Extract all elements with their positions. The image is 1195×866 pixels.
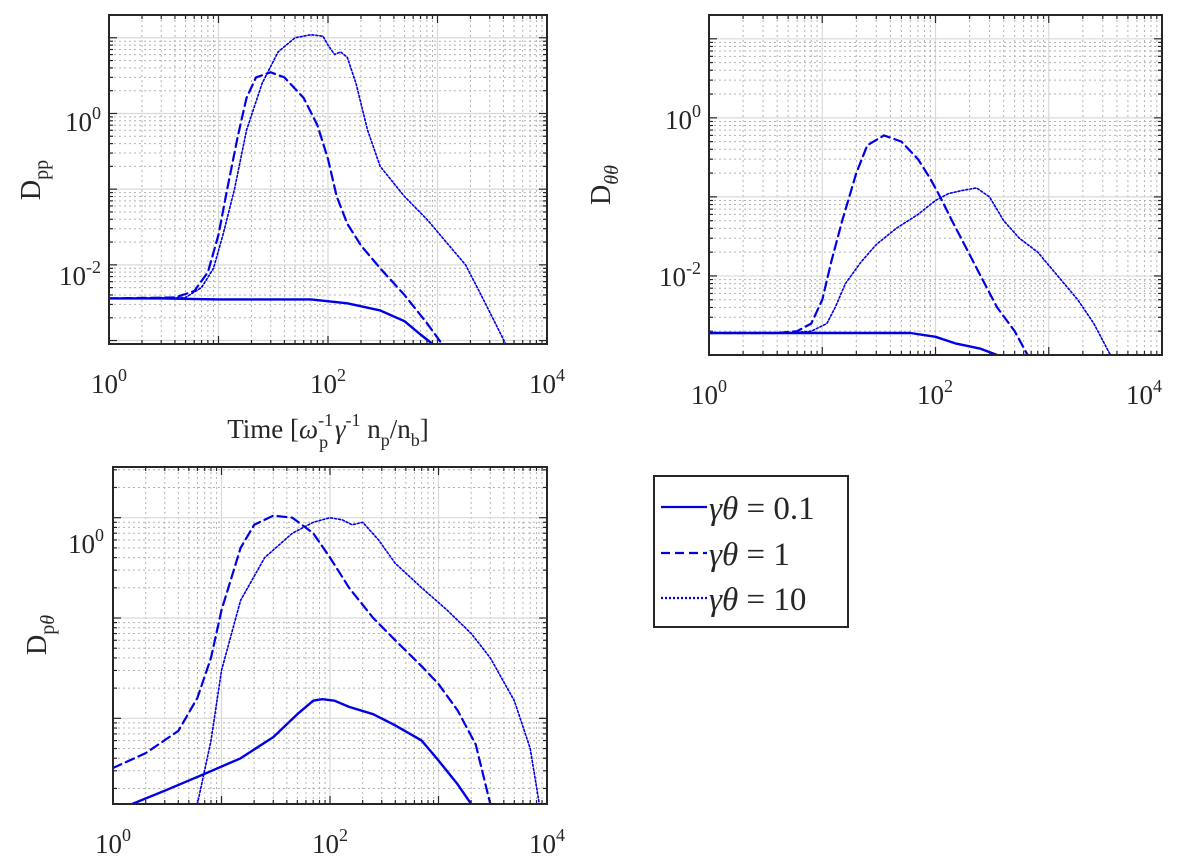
dthth-ytick-labels: 100 10-2 [659, 101, 701, 292]
legend-entry-0: γθ = 0.1 [661, 491, 815, 527]
dpth-series-dashed-line [113, 514, 492, 804]
dpth-xtick-labels: 100 102 104 [95, 825, 565, 859]
dthth-grid [708, 14, 1162, 356]
dthth-ticks [708, 14, 1162, 356]
panel-dpth: 100 100 102 104 Dpθ [22, 466, 565, 859]
dthth-ytick-label-1: 10-2 [659, 258, 701, 292]
dpth-series-dotted-line [196, 516, 541, 804]
dthth-xtick-label-1: 102 [917, 376, 953, 410]
dthth-xtick-label-0: 100 [691, 376, 727, 410]
dpth-series-group [113, 514, 541, 804]
dpp-xtick-labels: 100 102 104 [91, 365, 565, 399]
dpth-ytick-label-0: 100 [68, 525, 104, 559]
dthth-ytick-label-0: 100 [665, 101, 701, 135]
dpp-grid [108, 14, 547, 345]
dpth-xtick-label-2: 104 [529, 825, 565, 859]
dpp-xtick-label-2: 104 [529, 365, 565, 399]
dpth-xtick-label-0: 100 [95, 825, 131, 859]
dpp-ytick-label-0: 100 [65, 103, 101, 137]
dpp-ytick-labels: 100 10-2 [59, 103, 101, 291]
legend: γθ = 0.1 γθ = 1 γθ = 10 [653, 475, 849, 628]
dpp-series-dashed-line [109, 71, 444, 344]
dpp-ticks [108, 14, 547, 345]
legend-label-0: γθ = 0.1 [709, 491, 815, 527]
dpth-ticks [112, 467, 547, 804]
dpp-ytick-label-1: 10-2 [59, 257, 101, 291]
legend-label-2: γθ = 10 [709, 582, 806, 618]
panel-dthth: 100 10-2 100 102 104 Dθθ [586, 14, 1163, 410]
dpp-series-dotted-line [109, 33, 507, 344]
legend-box [653, 475, 849, 628]
legend-label-1: γθ = 1 [709, 537, 790, 573]
dpp-series-solid-line [109, 297, 434, 344]
legend-entry-1: γθ = 1 [661, 537, 790, 573]
dpp-xtick-label-0: 100 [91, 365, 127, 399]
dpp-xlabel: Time [ω-1 p γ-1 np/nb] [227, 410, 429, 452]
dpp-xtick-label-1: 102 [310, 365, 346, 399]
dthth-xtick-label-2: 104 [1126, 376, 1162, 410]
dpth-ytick-labels: 100 [68, 525, 104, 559]
dpth-xtick-label-1: 102 [312, 825, 348, 859]
dthth-series-group [709, 134, 1112, 355]
dpth-grid [112, 467, 547, 804]
dthth-series-dotted-line [709, 187, 1112, 355]
dpp-ylabel: Dpp [16, 160, 53, 200]
legend-entry-2: γθ = 10 [661, 582, 806, 618]
dthth-ylabel: Dθθ [586, 165, 623, 205]
dpth-ylabel: Dpθ [22, 615, 59, 655]
panel-dpp: 100 10-2 100 102 104 Dpp Time [ω-1 p γ-1 … [16, 14, 565, 452]
dpth-series-solid-line [130, 698, 473, 804]
dthth-series-dashed-line [709, 134, 1029, 355]
dpp-series-group [109, 33, 507, 344]
dthth-series-solid-line [709, 331, 999, 355]
dthth-xtick-labels: 100 102 104 [691, 376, 1162, 410]
